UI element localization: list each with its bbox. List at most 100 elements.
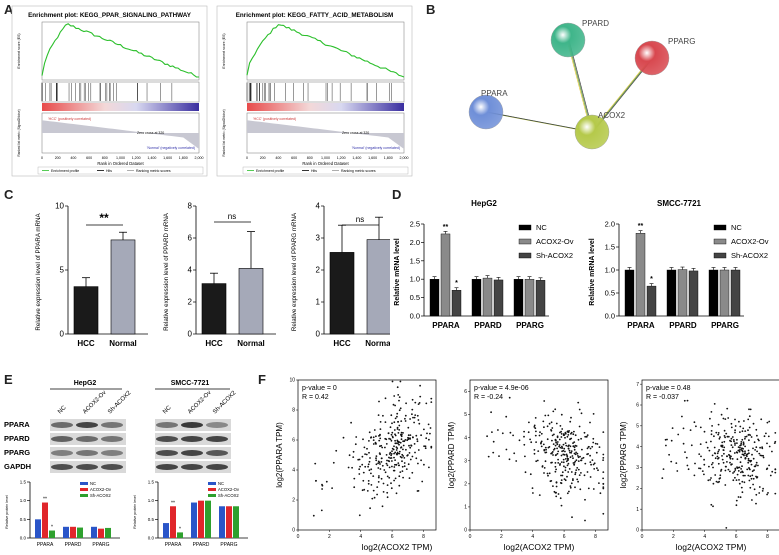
scatter-point xyxy=(574,486,576,489)
scatter-point xyxy=(400,438,403,441)
scatter-point xyxy=(597,469,599,472)
scatter-point xyxy=(393,445,395,448)
y-tick-label: 3 xyxy=(464,458,467,464)
scatter-point xyxy=(364,465,367,468)
x-tick-label: 6 xyxy=(563,534,566,540)
scatter-point xyxy=(523,443,526,446)
scatter-point xyxy=(580,412,583,415)
scatter-point xyxy=(741,491,744,494)
scatter-point xyxy=(390,487,393,490)
lane-label: Sh-ACOX2 xyxy=(212,390,238,416)
scatter-point xyxy=(750,477,753,480)
scatter-point xyxy=(602,431,605,433)
gsea-title: Enrichment plot: KEGG_FATTY_ACID_METABOL… xyxy=(236,12,394,19)
lane-label: ACOX2-Ov xyxy=(82,390,107,415)
blot-band xyxy=(51,450,73,456)
scatter-point xyxy=(752,422,755,425)
x-tick-label: 1,800 xyxy=(179,156,188,160)
scatter-point xyxy=(543,400,546,402)
scatter-point xyxy=(729,461,731,464)
scatter-point xyxy=(374,441,377,444)
correlation-scatter-plot: 0 2 4 6 8 0 1 2 3 4 5 6 p-value = 4.9e-06 R = -0.24 lo… xyxy=(447,379,609,552)
y-tick-label: 6 xyxy=(636,403,639,409)
x-tick-label: 400 xyxy=(70,156,76,160)
y-tick-label: 2 xyxy=(316,266,321,275)
es-ylabel: Enrichment score (ES) xyxy=(222,33,226,68)
scatter-point xyxy=(747,474,750,477)
scatter-point xyxy=(753,488,756,491)
protein-label: PPARD xyxy=(4,434,30,443)
scatter-point xyxy=(720,413,723,416)
scatter-point xyxy=(753,441,756,444)
chart-title: SMCC-7721 xyxy=(657,199,702,208)
scatter-point xyxy=(699,443,702,445)
blot-band xyxy=(76,436,98,442)
scatter-point xyxy=(559,497,562,500)
scatter-point xyxy=(569,438,571,441)
scatter-point xyxy=(766,421,769,424)
scatter-point xyxy=(398,399,400,402)
scatter-point xyxy=(353,477,356,480)
scatter-point xyxy=(771,470,774,473)
scatter-point xyxy=(396,426,399,429)
scatter-point xyxy=(409,446,412,449)
scatter-point xyxy=(710,503,713,506)
scatter-point xyxy=(396,447,399,450)
scatter-point xyxy=(548,422,551,425)
scatter-point xyxy=(557,450,560,453)
bar xyxy=(688,270,699,317)
scatter-point xyxy=(399,471,402,473)
scatter-point xyxy=(723,440,726,443)
scatter-point xyxy=(710,440,712,443)
legend-swatch xyxy=(208,494,216,497)
bar xyxy=(366,239,390,335)
scatter-point xyxy=(741,480,744,483)
scatter-point xyxy=(505,448,508,451)
blot-band xyxy=(76,422,98,428)
positive-correlation-label: 'HCC' (positively correlated) xyxy=(48,117,91,121)
gsea-panel: Enrichment plot: KEGG_PPAR_SIGNALING_PAT… xyxy=(11,5,413,177)
scatter-point xyxy=(391,380,394,383)
scatter-point xyxy=(731,446,734,449)
scatter-point xyxy=(721,458,724,461)
scatter-point xyxy=(554,462,557,464)
scatter-point xyxy=(717,457,719,460)
x-tick-label: 0 xyxy=(41,156,43,160)
scatter-point xyxy=(681,415,683,418)
x-tick-label: 6 xyxy=(391,534,394,540)
x-tick-label: 4 xyxy=(359,534,362,540)
scatter-point xyxy=(560,430,562,433)
scatter-point xyxy=(734,444,736,446)
scatter-point xyxy=(401,470,404,472)
ranking-ylabel: Ranked list metric (Signal2Noise) xyxy=(222,109,226,156)
scatter-point xyxy=(367,463,370,466)
scatter-point xyxy=(587,487,590,490)
scatter-point xyxy=(377,467,380,469)
scatter-point xyxy=(411,408,414,411)
scatter-point xyxy=(398,450,401,453)
scatter-point xyxy=(695,425,697,428)
scatter-point xyxy=(774,471,777,474)
y-tick-label: 0.5 xyxy=(410,293,420,302)
scatter-point xyxy=(565,453,568,456)
scatter-point xyxy=(548,472,551,475)
protein-bar-chart: 0.0 0.5 1.0 1.5 Relative protein level PPARA P… xyxy=(5,480,120,548)
scatter-point xyxy=(379,428,382,430)
scatter-point xyxy=(752,457,755,460)
y-tick-label: 1.5 xyxy=(20,480,27,485)
scatter-point xyxy=(726,455,728,457)
bar xyxy=(666,269,677,317)
scatter-point xyxy=(523,430,525,433)
scatter-point xyxy=(373,429,376,431)
scatter-point xyxy=(367,480,370,482)
scatter-point xyxy=(739,431,741,433)
bar xyxy=(635,233,646,317)
scatter-point xyxy=(535,441,537,443)
legend-swatch xyxy=(518,238,532,245)
scatter-point xyxy=(717,481,719,484)
scatter-point xyxy=(762,487,764,490)
scatter-frame xyxy=(641,379,779,531)
scatter-point xyxy=(690,444,693,447)
scatter-point xyxy=(562,458,565,461)
